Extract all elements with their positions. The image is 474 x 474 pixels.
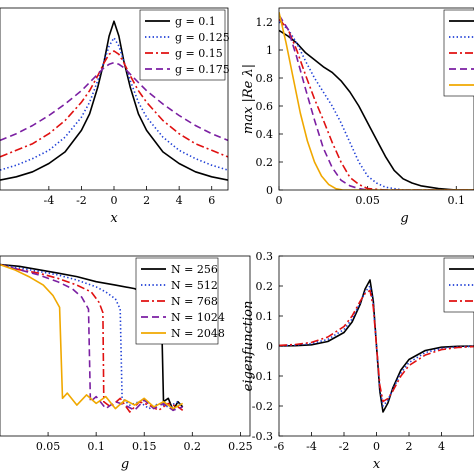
series-line-2 (279, 285, 474, 407)
y-tick-label: 0 (266, 184, 273, 197)
y-tick-label: 0.6 (256, 100, 274, 113)
x-tick-label: 2 (143, 194, 150, 207)
series-line-4 (279, 14, 474, 190)
axes-frame (278, 255, 474, 437)
series-line-3 (279, 18, 474, 190)
x-axis-label: g (400, 211, 408, 226)
y-tick-label: 1.2 (256, 16, 274, 29)
x-axis-label: x (373, 457, 381, 472)
series-group (279, 12, 474, 190)
y-tick-label: 0.4 (256, 128, 274, 141)
series-line-5 (0, 263, 184, 410)
x-axis-label: x (110, 211, 118, 226)
y-tick-label: -0.2 (252, 400, 273, 413)
legend-label: g = 0.15 (175, 47, 223, 60)
series-line-3 (0, 50, 228, 158)
x-tick-label: -6 (274, 440, 285, 453)
chart-panel-top-right: 0 0.05 0.1 0 0.2 0.4 0.6 0.8 1 1.2 g max |Re λ| (241, 7, 474, 226)
x-tick-label: 0.2 (184, 440, 202, 453)
x-tick-label: 0.25 (228, 440, 253, 453)
series-line-1 (279, 29, 474, 190)
series-line-2 (279, 21, 474, 190)
legend-label: N = 256 (171, 263, 218, 276)
chart-panel-bottom-right: -6 -4 -2 0 2 4 -0.3 -0.2 -0.1 0 0.1 0.2 0.3 x eigenfun… (241, 250, 474, 472)
x-tick-label: 0.1 (448, 194, 466, 207)
legend-label: N = 512 (171, 279, 218, 292)
y-tick-label: 0.8 (256, 72, 274, 85)
x-tick-label: -4 (43, 194, 54, 207)
y-tick-label: 0.2 (256, 156, 274, 169)
legend: g = 0.1 g = 0.125 g = 0.15 g = 0.175 (139, 9, 230, 81)
y-tick-label: 0 (266, 340, 273, 353)
series-group (279, 279, 474, 413)
legend (443, 9, 474, 97)
x-tick-label: 6 (208, 194, 215, 207)
y-axis-label: max |Re λ| (241, 64, 256, 134)
x-tick-label: -2 (339, 440, 350, 453)
y-tick-label: 0.3 (256, 250, 274, 263)
series-group (0, 20, 228, 181)
axes-frame (0, 7, 229, 191)
series-line-3 (0, 263, 184, 413)
y-tick-label: 1 (266, 44, 273, 57)
x-axis-label: g (121, 457, 129, 472)
x-tick-label: 2 (406, 440, 413, 453)
series-line-5 (279, 12, 474, 190)
x-tick-label: 0 (373, 440, 380, 453)
legend-label: g = 0.1 (175, 15, 216, 28)
y-tick-label: -0.1 (252, 370, 273, 383)
legend-box (443, 257, 474, 313)
series-line-1 (0, 20, 228, 181)
chart-panel-bottom-left: 0.05 0.1 0.15 0.2 0.25 g N = 256 N = 512 N = 768… (0, 255, 253, 472)
y-tick-label: 0.2 (256, 280, 274, 293)
legend-label: g = 0.125 (175, 31, 230, 44)
y-axis-label: eigenfunction (241, 301, 256, 392)
legend-label: N = 1024 (171, 311, 225, 324)
legend-label: N = 2048 (171, 327, 225, 340)
legend-box (135, 257, 219, 345)
axes-frame (0, 255, 251, 437)
series-line-3 (279, 289, 474, 403)
x-tick-label: -4 (306, 440, 317, 453)
legend (443, 257, 474, 313)
series-line-4 (0, 61, 228, 142)
legend: N = 256 N = 512 N = 768 N = 1024 N = 2048 (135, 257, 225, 345)
y-tick-label: -0.3 (252, 430, 273, 443)
x-tick-label: 4 (176, 194, 183, 207)
x-tick-label: 0.1 (87, 440, 105, 453)
x-tick-label: 0.15 (132, 440, 157, 453)
x-tick-label: 0.05 (36, 440, 61, 453)
series-line-4 (0, 263, 183, 412)
legend-label: N = 768 (171, 295, 218, 308)
legend-label: g = 0.175 (175, 63, 230, 76)
y-tick-label: 0.1 (256, 310, 274, 323)
x-tick-label: -2 (76, 194, 87, 207)
axes-frame (278, 7, 474, 191)
x-tick-label: 0.05 (355, 194, 380, 207)
x-tick-label: 4 (438, 440, 445, 453)
x-tick-label: 0 (276, 194, 283, 207)
x-tick-label: 0 (111, 194, 118, 207)
